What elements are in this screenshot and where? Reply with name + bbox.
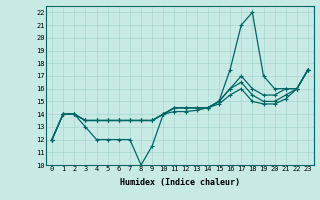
X-axis label: Humidex (Indice chaleur): Humidex (Indice chaleur) — [120, 178, 240, 187]
